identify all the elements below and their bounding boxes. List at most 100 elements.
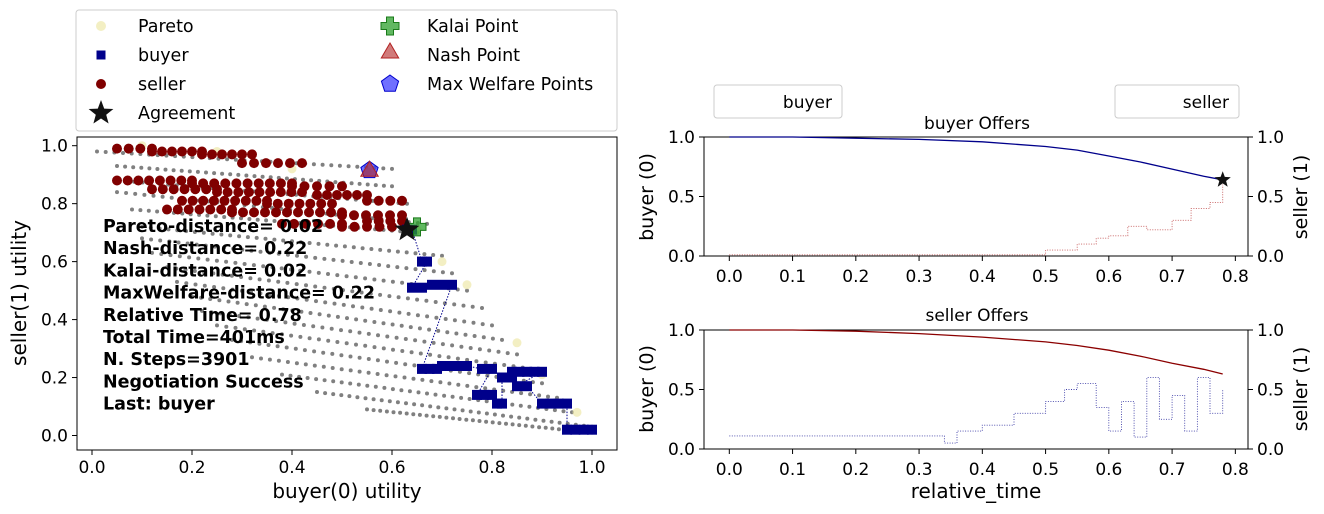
outcome-point <box>394 335 399 340</box>
outcome-point <box>496 349 501 354</box>
seller-offer-point <box>397 195 407 206</box>
x-tick-label: 0.0 <box>716 267 743 287</box>
outcome-point <box>385 334 390 339</box>
outcome-point <box>502 363 507 367</box>
outcome-point <box>347 394 352 399</box>
outcome-point <box>340 258 345 263</box>
outcome-point <box>321 364 326 369</box>
outcome-point <box>192 230 197 234</box>
y-tick-label: 0.6 <box>41 253 68 273</box>
seller-offer-point <box>216 204 227 215</box>
outcome-point <box>483 360 488 365</box>
seller-offer-point <box>190 184 201 195</box>
outcome-point <box>239 339 244 344</box>
outcome-point <box>285 360 290 364</box>
seller-offer-point <box>230 195 241 206</box>
buyer-offer-point <box>417 282 427 293</box>
seller-offer-point <box>205 204 216 215</box>
outcome-point <box>431 269 436 274</box>
buyer-offer-point <box>553 398 564 409</box>
outcome-point <box>369 247 374 251</box>
outcome-point <box>378 308 383 312</box>
outcome-point <box>177 254 182 259</box>
outcome-point <box>276 251 281 256</box>
seller-offer-point <box>272 198 283 209</box>
agreement-marker <box>1214 171 1231 187</box>
outcome-point <box>500 337 504 342</box>
outcome-point <box>467 371 472 376</box>
seller-offer-point <box>285 158 295 169</box>
outcome-point <box>233 157 238 162</box>
legend-marker <box>96 50 106 60</box>
outcome-point <box>250 355 254 360</box>
outcome-point <box>342 244 347 249</box>
outcome-point <box>103 150 108 154</box>
outcome-point <box>315 390 319 394</box>
outcome-point <box>351 304 355 309</box>
seller-offer-point <box>157 146 167 157</box>
outcome-point <box>537 425 542 430</box>
seller-offer-point <box>349 210 359 221</box>
outcome-point <box>167 239 172 244</box>
outcome-point <box>472 334 477 338</box>
seller-offer-point <box>147 146 157 157</box>
outcome-point <box>390 322 395 327</box>
outcome-point <box>165 265 169 270</box>
outcome-point <box>487 348 492 353</box>
outcome-point <box>404 266 409 271</box>
outcome-point <box>266 343 271 347</box>
outcome-point <box>360 305 365 310</box>
seller-offer-point <box>287 181 297 192</box>
seller-offer-point <box>201 184 212 195</box>
seller-offer-point <box>260 207 270 218</box>
outcome-point <box>220 171 225 176</box>
stats-annotation: Nash-distance= 0.22 <box>103 239 307 259</box>
buyer-offer-point <box>447 279 457 290</box>
outcome-point <box>444 415 449 420</box>
outcome-point <box>459 344 464 349</box>
outcome-point <box>252 328 257 333</box>
outcome-point <box>416 390 421 395</box>
buyer-offers-chart: buyer buyer Offers 0.0 0.1 0.2 0.3 0.4 0.5 0.6… <box>636 84 1312 287</box>
seller-offer-point <box>337 210 347 221</box>
outcome-point <box>391 410 396 415</box>
outcome-point <box>436 405 441 410</box>
y-right-tick-label: 0.0 <box>1257 247 1284 267</box>
outcome-point <box>307 241 312 245</box>
outcome-point <box>483 386 488 391</box>
outcome-point <box>366 357 371 361</box>
outcome-point <box>344 274 349 279</box>
buyer-offer-point <box>407 282 417 293</box>
outcome-point <box>411 376 416 381</box>
outcome-point <box>212 285 217 289</box>
outcome-point <box>377 263 382 267</box>
outcome-point <box>322 256 327 261</box>
outcome-point <box>346 164 351 169</box>
buyer-offer-point <box>427 279 437 290</box>
outcome-point <box>268 175 273 180</box>
outcome-point <box>367 262 372 266</box>
outcome-point <box>313 255 318 260</box>
outcome-point <box>263 236 268 241</box>
buyer-offers-y-left-label: buyer (0) <box>636 153 658 241</box>
seller-offer-point <box>312 181 322 192</box>
seller-offer-point <box>197 149 207 160</box>
outcome-point <box>187 169 192 174</box>
x-tick-label: 0.7 <box>1159 460 1186 480</box>
stats-annotation: Kalai-distance= 0.02 <box>103 261 307 281</box>
outcome-point <box>525 416 530 421</box>
outcome-point <box>537 393 542 398</box>
outcome-point <box>386 264 391 269</box>
outcome-point <box>424 413 429 418</box>
outcome-point <box>215 323 219 328</box>
seller-offer-point <box>247 149 257 160</box>
seller-offer-point <box>373 216 384 226</box>
seller-offer-point <box>249 158 259 169</box>
outcome-point <box>289 333 294 338</box>
outcome-point <box>246 315 251 320</box>
seller-offer-point <box>326 207 336 218</box>
y-tick-label: 0.0 <box>41 427 68 447</box>
outcome-point <box>372 345 377 350</box>
outcome-point <box>404 411 409 416</box>
seller-offer-point <box>289 218 299 229</box>
